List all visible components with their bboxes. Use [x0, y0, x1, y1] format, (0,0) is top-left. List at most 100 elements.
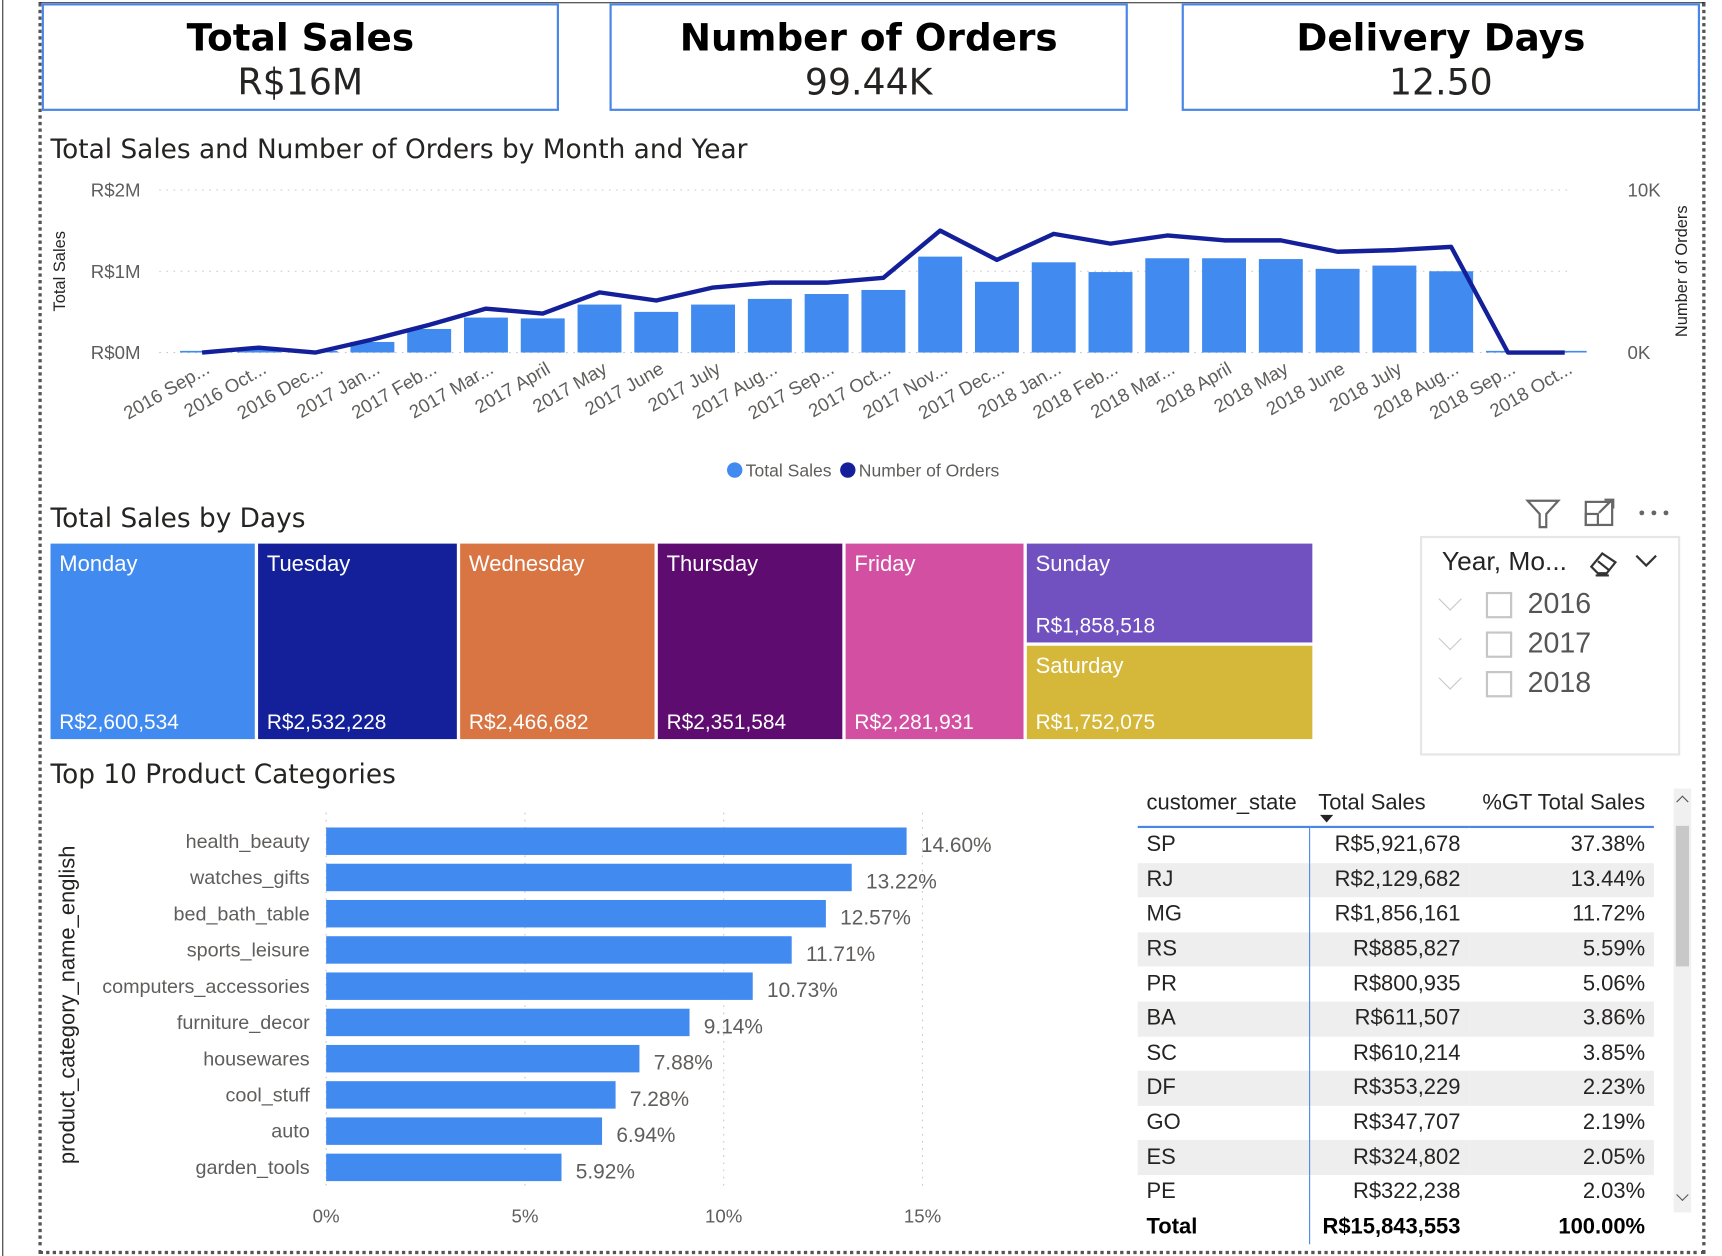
data-label: 14.60% [921, 834, 992, 857]
kpi-card-number-of-orders[interactable]: Number of Orders 99.44K [609, 3, 1128, 111]
eraser-icon[interactable] [1587, 547, 1620, 578]
focus-mode-icon[interactable] [1584, 498, 1615, 527]
cell-gt-percent: 11.72% [1572, 902, 1646, 927]
cell-state: GO [1137, 1105, 1310, 1141]
cell-state: PR [1137, 966, 1310, 1002]
tile-value: R$2,466,682 [468, 711, 589, 735]
bar-total-sales [407, 328, 452, 353]
y-tick-label: health_beauty [186, 831, 310, 853]
bar-total-sales [747, 298, 792, 353]
treemap-tile-saturday[interactable]: Saturday R$1,752,075 [1026, 645, 1313, 740]
category-bar [326, 1081, 616, 1109]
bar-total-sales [804, 294, 849, 353]
expand-chevron-icon[interactable] [1438, 626, 1462, 651]
expand-chevron-icon[interactable] [1438, 587, 1462, 611]
bar-total-sales [691, 304, 736, 353]
table-scrollbar[interactable] [1673, 788, 1692, 1213]
state-sales-table[interactable]: customer_state Total Sales %GT Total Sal… [1137, 779, 1654, 1245]
treemap-tile-sunday[interactable]: Sunday R$1,858,518 [1026, 543, 1313, 643]
y-tick-label: watches_gifts [189, 867, 310, 889]
cell-gt-percent: 37.38% [1570, 832, 1646, 857]
cell-total-sales: R$2,129,682 [1309, 862, 1470, 898]
x-tick-label: 5% [511, 1205, 538, 1226]
tile-label: Monday [59, 552, 138, 577]
data-label: 11.71% [806, 943, 875, 966]
cell-gt-percent: 3.86% [1469, 1001, 1654, 1037]
bar-total-sales [520, 318, 565, 353]
table-row[interactable]: PR R$800,935 5.06% [1137, 966, 1654, 1002]
y-tick-label: auto [271, 1121, 309, 1143]
cell-total-sales: R$347,707 [1352, 1110, 1461, 1135]
bar-total-sales [1031, 262, 1076, 353]
y-tick-label: furniture_decor [177, 1012, 310, 1034]
column-header-total-sales[interactable]: Total Sales [1309, 779, 1470, 829]
cell-gt-percent: 13.44% [1469, 862, 1654, 898]
checkbox[interactable] [1485, 591, 1513, 619]
cell-gt-percent: 2.03% [1582, 1179, 1646, 1204]
scrollbar-thumb[interactable] [1675, 825, 1690, 967]
bar-total-sales [463, 317, 508, 353]
treemap-tile-thursday[interactable]: Thursday R$2,351,584 [657, 543, 843, 740]
table-row[interactable]: ES R$324,802 2.05% [1137, 1140, 1654, 1176]
checkbox[interactable] [1485, 671, 1513, 698]
data-label: 5.92% [576, 1160, 635, 1183]
table-row[interactable]: RJ R$2,129,682 13.44% [1137, 862, 1654, 898]
column-header-customer-state[interactable]: customer_state [1137, 779, 1310, 829]
treemap-tile-monday[interactable]: Monday R$2,600,534 [50, 543, 255, 740]
table-row[interactable]: MG R$1,856,161 11.72% [1137, 897, 1654, 933]
kpi-value: 99.44K [804, 60, 933, 104]
table-total-row: Total R$15,843,553 100.00% [1137, 1209, 1654, 1245]
table-row[interactable]: SC R$610,214 3.85% [1137, 1036, 1654, 1071]
sort-descending-icon [1320, 814, 1334, 823]
y-tick-label: cool_stuff [226, 1084, 311, 1106]
scroll-up-icon[interactable] [1676, 795, 1689, 808]
cell-total-sales: R$353,229 [1309, 1070, 1470, 1106]
table-row[interactable]: SP R$5,921,678 37.38% [1137, 826, 1654, 863]
cell-gt-percent: 5.06% [1582, 971, 1646, 996]
treemap-tile-wednesday[interactable]: Wednesday R$2,466,682 [460, 543, 655, 740]
y-tick-label: sports_leisure [187, 940, 310, 962]
bar-total-sales [577, 304, 622, 353]
bar-total-sales [1145, 258, 1190, 353]
checkbox[interactable] [1485, 631, 1513, 658]
total-percent: 100.00% [1558, 1214, 1646, 1239]
bar-total-sales [236, 348, 281, 353]
category-bar [326, 1008, 690, 1037]
tile-value: R$2,281,931 [854, 711, 974, 735]
tile-value: R$1,752,075 [1035, 711, 1156, 735]
category-bar [326, 899, 826, 928]
header-label: Total Sales [1318, 790, 1426, 815]
year-month-slicer[interactable]: Year, Mo... 2016 2017 2018 [1419, 535, 1681, 756]
total-label: Total [1137, 1209, 1310, 1245]
kpi-card-delivery-days[interactable]: Delivery Days 12.50 [1181, 3, 1701, 111]
column-header-gt-total-sales[interactable]: %GT Total Sales [1469, 779, 1654, 829]
cell-state: RJ [1137, 862, 1310, 898]
y2-tick-label: 10K [1628, 180, 1662, 201]
x-tick-label: 15% [904, 1205, 941, 1226]
sales-orders-combo-chart[interactable]: R$0M R$1M R$2M 0K 10K Total Sales Number of Or… [0, 165, 1722, 494]
table-header-row: customer_state Total Sales %GT Total Sal… [1137, 779, 1654, 829]
table-row[interactable]: RS R$885,827 5.59% [1137, 932, 1654, 967]
table-row[interactable]: GO R$347,707 2.19% [1137, 1105, 1654, 1141]
cell-gt-percent: 5.59% [1469, 932, 1654, 967]
top-categories-bar-chart[interactable]: 0% 5% 10% 15% 14.60% health_beauty 13.22% watch… [0, 791, 1098, 1241]
filter-icon[interactable] [1525, 499, 1561, 529]
scroll-down-icon[interactable] [1676, 1188, 1689, 1202]
chevron-down-icon[interactable] [1633, 551, 1659, 571]
bar-total-sales [1429, 271, 1474, 353]
table-row[interactable]: BA R$611,507 3.86% [1137, 1001, 1654, 1037]
cell-state: SP [1137, 826, 1310, 863]
data-label: 6.94% [616, 1124, 675, 1147]
table-row[interactable]: DF R$353,229 2.23% [1137, 1070, 1654, 1106]
data-label: 9.14% [704, 1015, 763, 1038]
kpi-card-total-sales[interactable]: Total Sales R$16M [41, 3, 559, 111]
cell-total-sales: R$322,238 [1352, 1179, 1461, 1204]
treemap-tile-friday[interactable]: Friday R$2,281,931 [845, 543, 1024, 740]
expand-chevron-icon[interactable] [1438, 666, 1462, 690]
data-label: 12.57% [840, 907, 911, 930]
tile-value: R$2,532,228 [266, 711, 387, 735]
table-row[interactable]: PE R$322,238 2.03% [1137, 1175, 1654, 1210]
kpi-title: Number of Orders [679, 16, 1058, 61]
treemap-tile-tuesday[interactable]: Tuesday R$2,532,228 [258, 543, 457, 740]
more-options-icon[interactable] [1639, 510, 1669, 516]
